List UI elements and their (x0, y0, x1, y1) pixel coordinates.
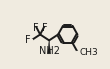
Text: NH2: NH2 (39, 46, 60, 56)
Bar (44, 21, 46, 25)
Bar (34, 21, 37, 25)
Polygon shape (48, 40, 51, 54)
Bar (76, 51, 83, 54)
Text: F: F (33, 23, 38, 33)
Text: F: F (25, 35, 30, 45)
Text: F: F (42, 23, 48, 33)
Bar (47, 54, 52, 58)
Text: CH3: CH3 (79, 48, 98, 57)
Bar (29, 39, 32, 42)
